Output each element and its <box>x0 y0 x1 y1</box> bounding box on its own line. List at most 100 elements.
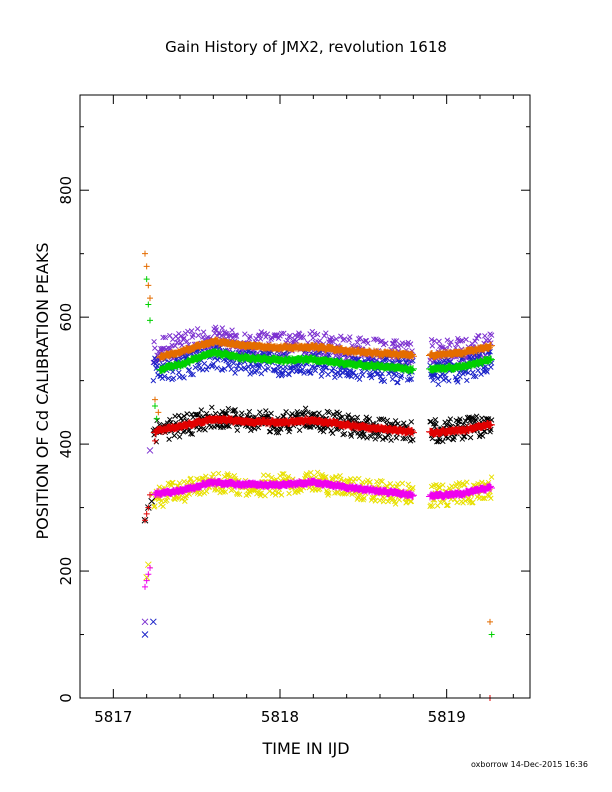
data-point <box>430 377 436 384</box>
data-point <box>377 477 384 484</box>
data-point <box>150 377 157 384</box>
data-point <box>407 351 415 360</box>
y-tick-label: 0 <box>57 693 75 703</box>
data-point <box>287 413 294 419</box>
data-point <box>467 434 474 441</box>
data-point <box>198 407 205 413</box>
data-point <box>314 469 321 476</box>
data-point <box>258 329 265 335</box>
data-point <box>444 337 451 343</box>
data-point <box>487 483 495 492</box>
data-point <box>181 375 187 381</box>
data-point <box>143 577 150 584</box>
data-point <box>380 416 387 423</box>
data-point <box>460 421 466 428</box>
data-point <box>251 425 258 432</box>
data-point <box>431 338 438 344</box>
data-point <box>473 413 480 419</box>
data-point <box>152 437 158 444</box>
data-point <box>226 361 232 368</box>
data-point <box>239 410 245 416</box>
data-point <box>152 491 158 498</box>
data-point <box>242 331 248 337</box>
data-point <box>368 433 374 440</box>
data-point <box>155 409 162 416</box>
data-point <box>192 364 199 371</box>
data-point <box>488 474 495 480</box>
data-point <box>315 486 322 493</box>
data-point <box>323 474 329 480</box>
data-point <box>244 412 250 419</box>
data-point <box>407 490 415 499</box>
y-axis-label: POSITION OF Cd CALIBRATION PEAKS <box>33 243 52 540</box>
data-point <box>156 484 163 490</box>
data-point <box>285 473 292 480</box>
data-point <box>341 430 348 437</box>
data-point <box>395 481 401 487</box>
data-point <box>447 416 454 422</box>
data-point <box>393 372 400 379</box>
data-point <box>186 367 193 373</box>
data-point <box>184 338 190 345</box>
data-point <box>403 360 409 366</box>
data-point <box>446 342 453 348</box>
data-point <box>383 356 389 363</box>
data-point <box>203 488 210 495</box>
data-point <box>300 334 307 341</box>
data-point <box>333 336 340 342</box>
data-point <box>472 338 478 344</box>
data-point <box>148 497 156 505</box>
data-point <box>229 327 235 333</box>
data-point <box>348 373 355 380</box>
data-point <box>364 435 370 441</box>
data-point <box>151 338 157 345</box>
data-point <box>487 618 493 625</box>
data-point <box>234 427 241 433</box>
data-point <box>434 375 441 382</box>
data-point <box>289 368 295 374</box>
data-point <box>484 369 490 375</box>
data-point <box>365 340 371 347</box>
data-point <box>184 411 190 417</box>
data-point <box>314 331 321 338</box>
data-point <box>479 495 486 501</box>
data-point <box>407 376 413 383</box>
data-point <box>429 503 436 510</box>
data-point <box>410 358 416 364</box>
data-point <box>408 426 416 435</box>
data-point <box>257 336 264 342</box>
data-point <box>320 428 327 435</box>
data-point <box>398 372 405 379</box>
data-point <box>142 250 148 257</box>
data-point <box>372 498 379 504</box>
data-point <box>455 379 461 385</box>
data-point <box>220 489 226 495</box>
data-point <box>143 263 150 270</box>
data-point <box>268 410 274 417</box>
data-point <box>479 479 485 486</box>
data-point <box>341 336 348 342</box>
data-point <box>153 415 160 422</box>
data-point <box>188 371 194 378</box>
data-point <box>272 488 278 494</box>
data-point <box>333 474 340 480</box>
data-point <box>301 370 307 376</box>
data-point <box>409 352 417 361</box>
data-point <box>453 481 460 487</box>
data-point <box>428 418 434 425</box>
data-point <box>312 367 319 374</box>
data-point <box>432 417 439 423</box>
data-point <box>180 336 187 343</box>
data-point <box>487 341 495 350</box>
data-point <box>292 332 298 339</box>
data-point <box>154 363 160 369</box>
x-axis-label: TIME IN IJD <box>261 739 349 758</box>
data-point <box>308 424 314 430</box>
data-point <box>219 325 226 331</box>
data-point <box>188 328 195 334</box>
data-point <box>279 471 286 477</box>
data-point <box>444 502 451 509</box>
data-point <box>176 434 183 440</box>
data-point <box>146 447 154 454</box>
data-point <box>326 351 332 358</box>
